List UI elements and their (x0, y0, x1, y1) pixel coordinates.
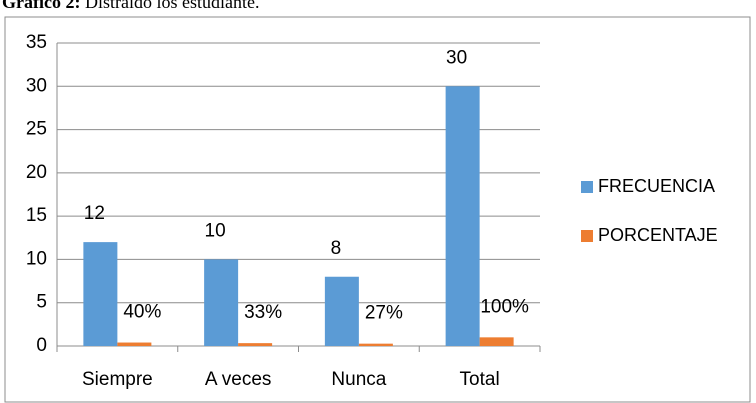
legend-label: PORCENTAJE (598, 225, 718, 245)
bar (324, 276, 359, 346)
y-tick-label: 30 (26, 75, 47, 96)
x-tick-label: Total (460, 369, 500, 390)
data-label: 10 (205, 220, 226, 241)
y-tick-label: 25 (26, 119, 47, 140)
chart-title: Gráfico 2: Distraído los estudiante. (2, 0, 259, 12)
data-label: 33% (244, 302, 282, 323)
bar (117, 342, 152, 346)
legend-label: FRECUENCIA (598, 176, 715, 196)
data-label: 27% (365, 303, 403, 324)
x-tick-label: Siempre (82, 369, 153, 390)
y-tick-label: 5 (36, 292, 47, 313)
data-label: 8 (331, 238, 342, 259)
bar (83, 242, 118, 346)
legend-swatch (581, 230, 593, 242)
x-tick-label: A veces (205, 369, 272, 390)
data-label: 30 (446, 47, 467, 68)
legend-swatch (581, 181, 593, 193)
title-prefix: Gráfico 2: (2, 0, 80, 12)
chart-border (4, 16, 751, 403)
bar (479, 337, 514, 346)
bar (238, 343, 273, 346)
y-tick-label: 20 (26, 162, 47, 183)
data-label: 40% (123, 302, 161, 323)
bar (358, 343, 393, 346)
y-tick-label: 0 (36, 335, 47, 356)
y-tick-label: 15 (26, 205, 47, 226)
bar (204, 259, 239, 346)
x-tick-label: Nunca (331, 369, 386, 390)
y-tick-label: 10 (26, 248, 47, 269)
data-label: 100% (480, 296, 529, 317)
bar (445, 86, 480, 347)
data-label: 12 (84, 203, 105, 224)
y-tick-label: 35 (26, 32, 47, 53)
title-text: Distraído los estudiante. (85, 0, 259, 12)
